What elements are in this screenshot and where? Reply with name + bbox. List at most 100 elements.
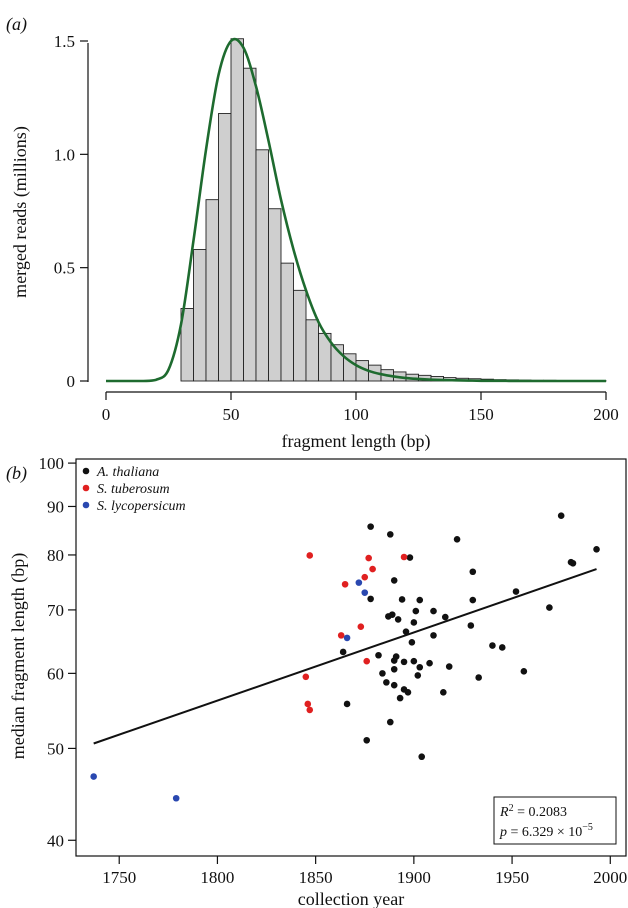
histogram-bar — [205, 199, 219, 382]
data-point-series-0 — [386, 531, 394, 538]
data-point-series-0 — [363, 736, 371, 744]
legend-marker — [82, 501, 90, 509]
data-point-series-0 — [593, 546, 600, 553]
data-point-series-0 — [383, 679, 390, 686]
y-tick-label: 100 — [39, 454, 65, 473]
legend-label: S. tuberosum — [97, 482, 170, 497]
y-tick-label: 50 — [47, 739, 64, 758]
data-point-series-0 — [379, 670, 386, 677]
data-point-series-2 — [361, 589, 369, 596]
x-tick-label: 50 — [223, 405, 240, 424]
data-point-series-0 — [520, 668, 528, 675]
data-point-series-0 — [498, 644, 506, 651]
x-tick-label: 150 — [468, 405, 494, 424]
histogram-bar — [293, 289, 307, 382]
x-tick-label: 200 — [593, 405, 619, 424]
data-point-series-0 — [430, 607, 437, 615]
data-point-series-0 — [400, 658, 408, 666]
data-point-series-0 — [396, 694, 404, 702]
y-tick-label: 60 — [47, 664, 64, 683]
x-ticks: 0 50 100 150 200 — [102, 392, 619, 424]
data-point-series-1 — [365, 554, 372, 562]
data-point-series-0 — [339, 648, 347, 656]
histogram-bar — [305, 319, 319, 382]
x-tick-label: 2000 — [593, 868, 627, 887]
histogram-bars — [180, 38, 607, 382]
data-point-series-0 — [390, 665, 398, 673]
data-point-series-0 — [489, 642, 496, 649]
panel-a: (a) 0 0.5 1.0 1.5 0 50 100 150 200 fragment len… — [6, 14, 619, 452]
data-point-series-0 — [392, 653, 400, 660]
legend-label: A. thaliana — [96, 465, 159, 480]
data-point-series-0 — [388, 611, 396, 618]
x-axis-title: collection year — [298, 889, 404, 908]
data-point-series-0 — [416, 596, 424, 604]
data-point-series-0 — [475, 674, 482, 681]
data-point-series-0 — [569, 559, 577, 567]
data-point-series-0 — [412, 607, 420, 615]
stats-box — [493, 796, 617, 845]
y-axis-title: median fragment length (bp) — [8, 553, 29, 759]
panel-b-label: (b) — [6, 463, 27, 484]
legend-marker — [82, 467, 90, 475]
x-tick-label: 1850 — [299, 868, 333, 887]
data-point-series-0 — [394, 616, 402, 623]
data-point-series-0 — [546, 604, 553, 611]
y-tick-label: 1.5 — [54, 32, 75, 51]
p-value-text: p = 6.329 × 10−5 — [499, 822, 593, 840]
histogram-bar — [280, 262, 294, 382]
x-tick-label: 100 — [343, 405, 369, 424]
data-point-series-1 — [302, 673, 310, 681]
y-ticks: 0 0.5 1.0 1.5 — [54, 32, 88, 391]
y-tick-label: 0 — [67, 372, 76, 391]
data-point-series-1 — [363, 657, 371, 665]
data-point-series-0 — [404, 689, 412, 696]
data-point-series-0 — [469, 596, 477, 604]
data-point-series-0 — [416, 663, 424, 671]
histogram-bar — [193, 249, 207, 382]
legend: A. thaliana S. tuberosum S. lycopersicum — [82, 465, 186, 514]
data-point-series-0 — [418, 753, 426, 761]
data-point-series-2 — [343, 634, 351, 642]
data-point-series-1 — [357, 623, 365, 631]
scatter-points — [90, 512, 600, 802]
data-point-series-0 — [398, 596, 406, 603]
x-tick-label: 1900 — [397, 868, 431, 887]
legend-label: S. lycopersicum — [97, 499, 186, 514]
data-point-series-0 — [343, 700, 351, 708]
data-point-series-0 — [445, 663, 453, 670]
y-tick-label: 80 — [47, 546, 64, 565]
data-point-series-1 — [304, 700, 312, 708]
y-tick-label: 40 — [47, 831, 64, 850]
data-point-series-1 — [306, 552, 314, 559]
data-point-series-0 — [441, 613, 449, 621]
y-axis-title: merged reads (millions) — [10, 126, 31, 298]
legend-marker — [82, 484, 90, 492]
y-tick-label: 70 — [47, 601, 64, 620]
data-point-series-1 — [361, 573, 369, 581]
data-point-series-0 — [390, 681, 398, 689]
y-tick-label: 1.0 — [54, 145, 75, 164]
data-point-series-1 — [369, 565, 376, 573]
x-tick-label: 1950 — [495, 868, 529, 887]
data-point-series-0 — [426, 659, 433, 667]
data-point-series-0 — [367, 595, 374, 603]
data-point-series-0 — [557, 512, 565, 520]
data-point-series-0 — [512, 588, 520, 595]
x-axis-title: fragment length (bp) — [282, 431, 431, 452]
histogram-bar — [268, 208, 282, 382]
histogram-bar — [243, 67, 257, 382]
data-point-series-1 — [337, 632, 345, 639]
panel-a-label: (a) — [6, 14, 27, 35]
data-point-series-0 — [440, 689, 447, 696]
data-point-series-0 — [386, 718, 394, 726]
data-point-series-0 — [467, 622, 475, 629]
x-tick-label: 1800 — [200, 868, 234, 887]
x-tick-label: 0 — [102, 405, 111, 424]
data-point-series-0 — [469, 568, 477, 576]
data-point-series-2 — [355, 579, 363, 586]
data-point-series-0 — [402, 628, 410, 635]
data-point-series-1 — [341, 580, 349, 588]
histogram-bar — [230, 38, 244, 382]
